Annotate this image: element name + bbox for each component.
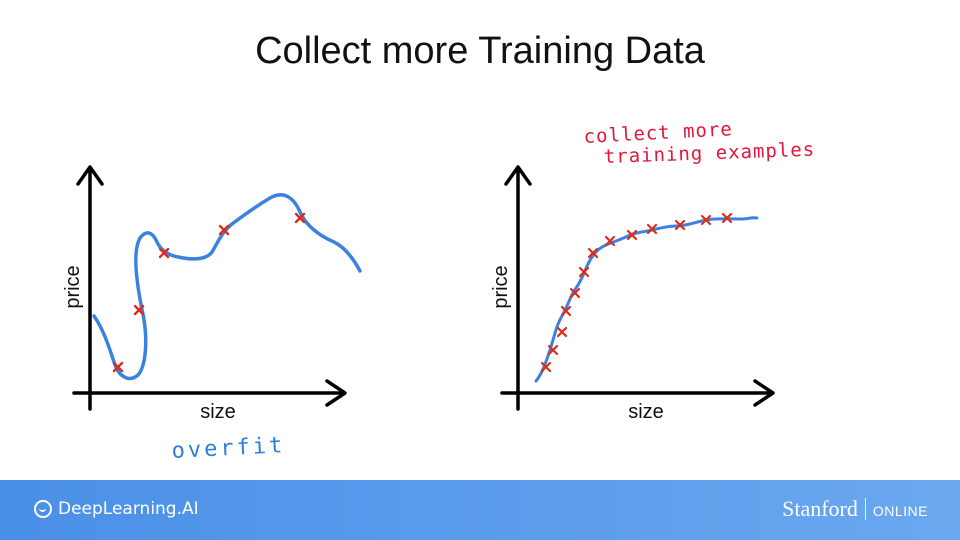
- left-overfit-curve: [92, 193, 362, 381]
- data-point-marker: [604, 235, 616, 247]
- data-point-marker: [133, 304, 145, 316]
- deeplearning-logo[interactable]: DeepLearning.AI: [34, 499, 199, 519]
- data-point-marker: [540, 361, 552, 373]
- deeplearning-logo-icon: [34, 500, 52, 518]
- overfit-annotation: overfit: [171, 433, 286, 464]
- online-logo-text: ONLINE: [872, 503, 928, 519]
- right-ylabel: price: [490, 265, 512, 308]
- deeplearning-logo-text: DeepLearning.AI: [58, 499, 199, 519]
- data-point-marker: [569, 287, 581, 299]
- left-plot: price size overfit: [62, 165, 362, 464]
- stanford-online-logo[interactable]: Stanford ONLINE: [782, 496, 928, 522]
- right-y-axis: [504, 165, 532, 411]
- right-data-points: [540, 212, 733, 373]
- data-point-marker: [674, 219, 686, 231]
- right-xlabel: size: [628, 401, 664, 423]
- right-fit-curve: [534, 216, 759, 383]
- data-point-marker: [547, 344, 559, 356]
- data-point-marker: [112, 361, 124, 373]
- data-point-marker: [556, 326, 568, 338]
- left-ylabel: price: [62, 265, 84, 308]
- data-point-marker: [721, 212, 733, 224]
- data-point-marker: [646, 223, 658, 235]
- data-point-marker: [158, 247, 170, 259]
- right-plot: price size collect more training example…: [490, 118, 816, 423]
- data-point-marker: [560, 305, 572, 317]
- data-point-marker: [218, 224, 230, 236]
- data-point-marker: [294, 212, 306, 224]
- data-point-marker: [587, 247, 599, 259]
- data-point-marker: [626, 229, 638, 241]
- logo-divider: [864, 498, 866, 520]
- right-x-axis: [500, 379, 775, 407]
- slide-title: Collect more Training Data: [255, 30, 705, 72]
- footer-band: [0, 480, 960, 540]
- left-data-points: [112, 212, 306, 373]
- left-xlabel: size: [200, 401, 236, 423]
- data-point-marker: [700, 214, 712, 226]
- left-y-axis: [76, 165, 104, 411]
- left-x-axis: [72, 379, 347, 407]
- stanford-logo-text: Stanford: [782, 496, 858, 521]
- data-point-marker: [578, 266, 590, 278]
